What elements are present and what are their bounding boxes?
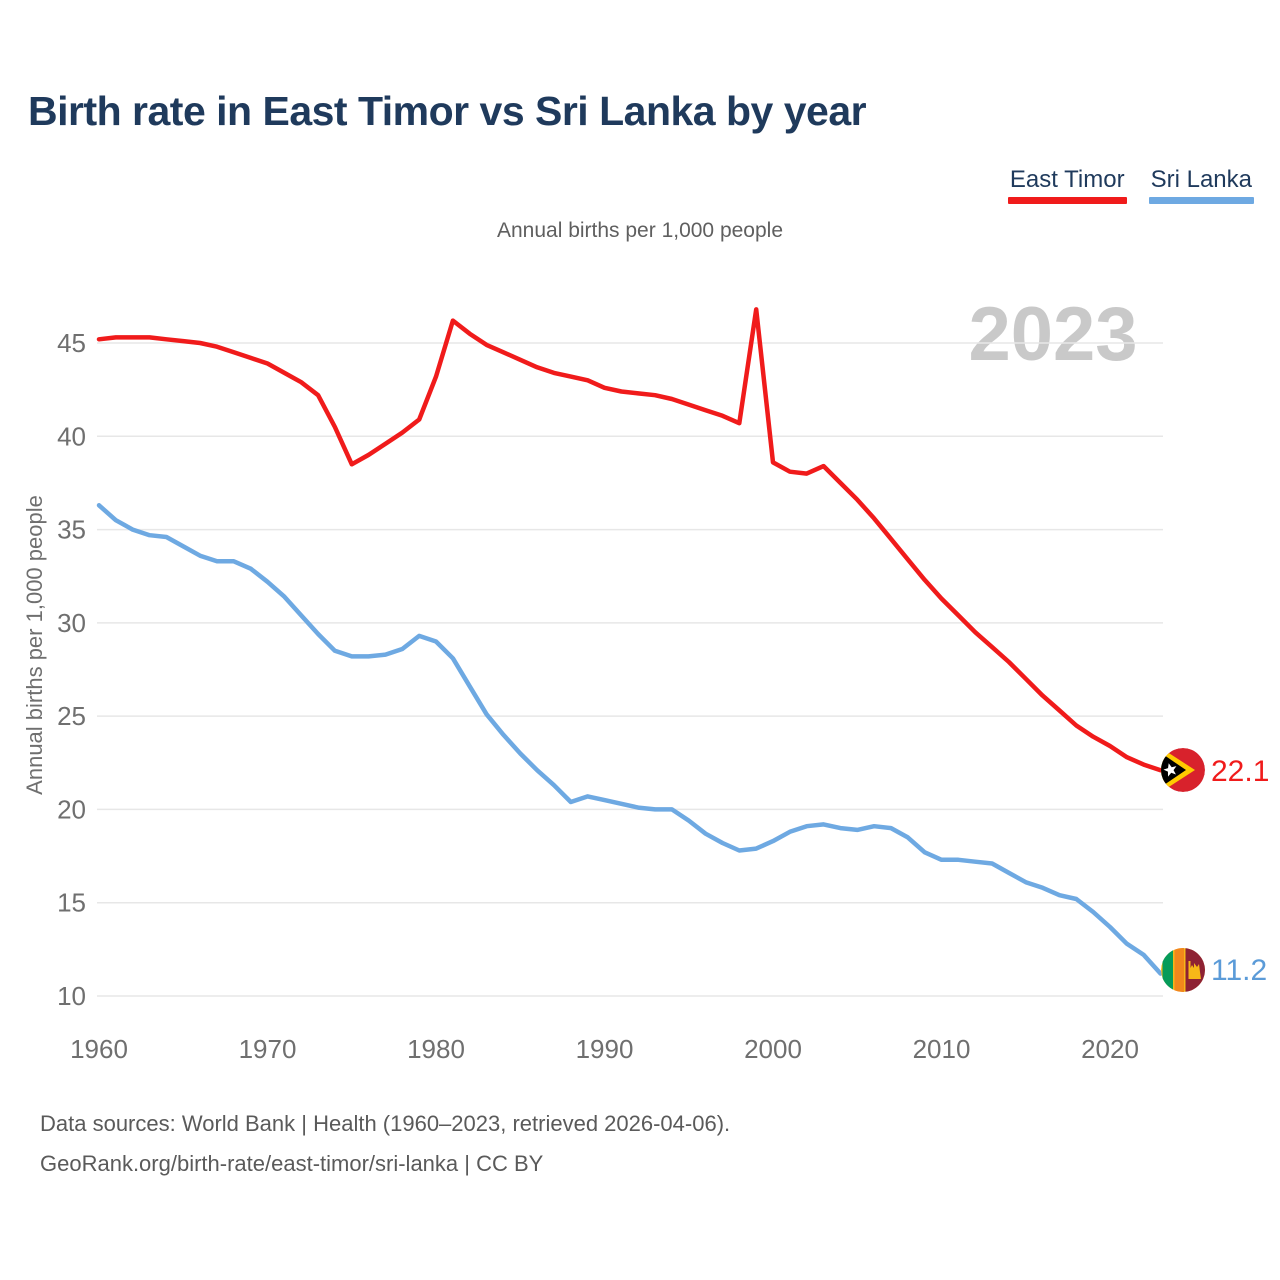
gridlines: [97, 342, 1163, 997]
legend-swatch-east-timor: [1007, 197, 1127, 204]
sri-lanka-flag-icon: [1161, 948, 1205, 992]
y-tick-label: 20: [57, 794, 86, 824]
east-timor-flag-icon: [1161, 748, 1205, 792]
x-tick-label: 1960: [70, 1034, 128, 1064]
legend: East Timor Sri Lanka: [1007, 166, 1254, 204]
line-sri-lanka: [96, 503, 1163, 976]
y-tick-label: 30: [57, 608, 86, 638]
legend-item-sri-lanka[interactable]: Sri Lanka: [1148, 166, 1254, 204]
x-tick-label: 1970: [239, 1034, 297, 1064]
axis-ticks: 10 15 20 25 30 35 40 45 1960 1970 1980 1990 2000 2010…: [57, 328, 1139, 1064]
x-tick-label: 1990: [576, 1034, 634, 1064]
east-timor-end-value: 22.1: [1211, 755, 1269, 788]
y-axis-title: Annual births per 1,000 people: [22, 495, 47, 795]
x-tick-label: 2020: [1081, 1034, 1139, 1064]
y-tick-label: 40: [57, 421, 86, 451]
x-tick-label: 2010: [913, 1034, 971, 1064]
footer: Data sources: World Bank | Health (1960–…: [40, 1104, 730, 1184]
legend-label-east-timor: East Timor: [1009, 166, 1125, 193]
x-tick-label: 1980: [407, 1034, 465, 1064]
chart-subtitle: Annual births per 1,000 people: [496, 219, 784, 242]
footer-attribution-line: GeoRank.org/birth-rate/east-timor/sri-la…: [40, 1151, 544, 1176]
y-tick-label: 25: [57, 701, 86, 731]
footer-sources-line: Data sources: World Bank | Health (1960–…: [40, 1111, 731, 1136]
y-tick-label: 45: [57, 328, 86, 358]
data-series: [96, 307, 1163, 976]
y-tick-label: 35: [57, 515, 86, 545]
page-title: Birth rate in East Timor vs Sri Lanka by…: [28, 88, 867, 134]
legend-swatch-sri-lanka: [1148, 197, 1254, 204]
watermark-year: 2023: [968, 292, 1137, 377]
y-tick-label: 15: [57, 888, 86, 918]
x-tick-label: 2000: [744, 1034, 802, 1064]
sri-lanka-end-value: 11.2: [1211, 954, 1267, 987]
legend-item-east-timor[interactable]: East Timor: [1007, 166, 1127, 204]
line-east-timor: [96, 307, 1163, 773]
legend-label-sri-lanka: Sri Lanka: [1150, 166, 1252, 193]
y-tick-label: 10: [57, 981, 86, 1011]
